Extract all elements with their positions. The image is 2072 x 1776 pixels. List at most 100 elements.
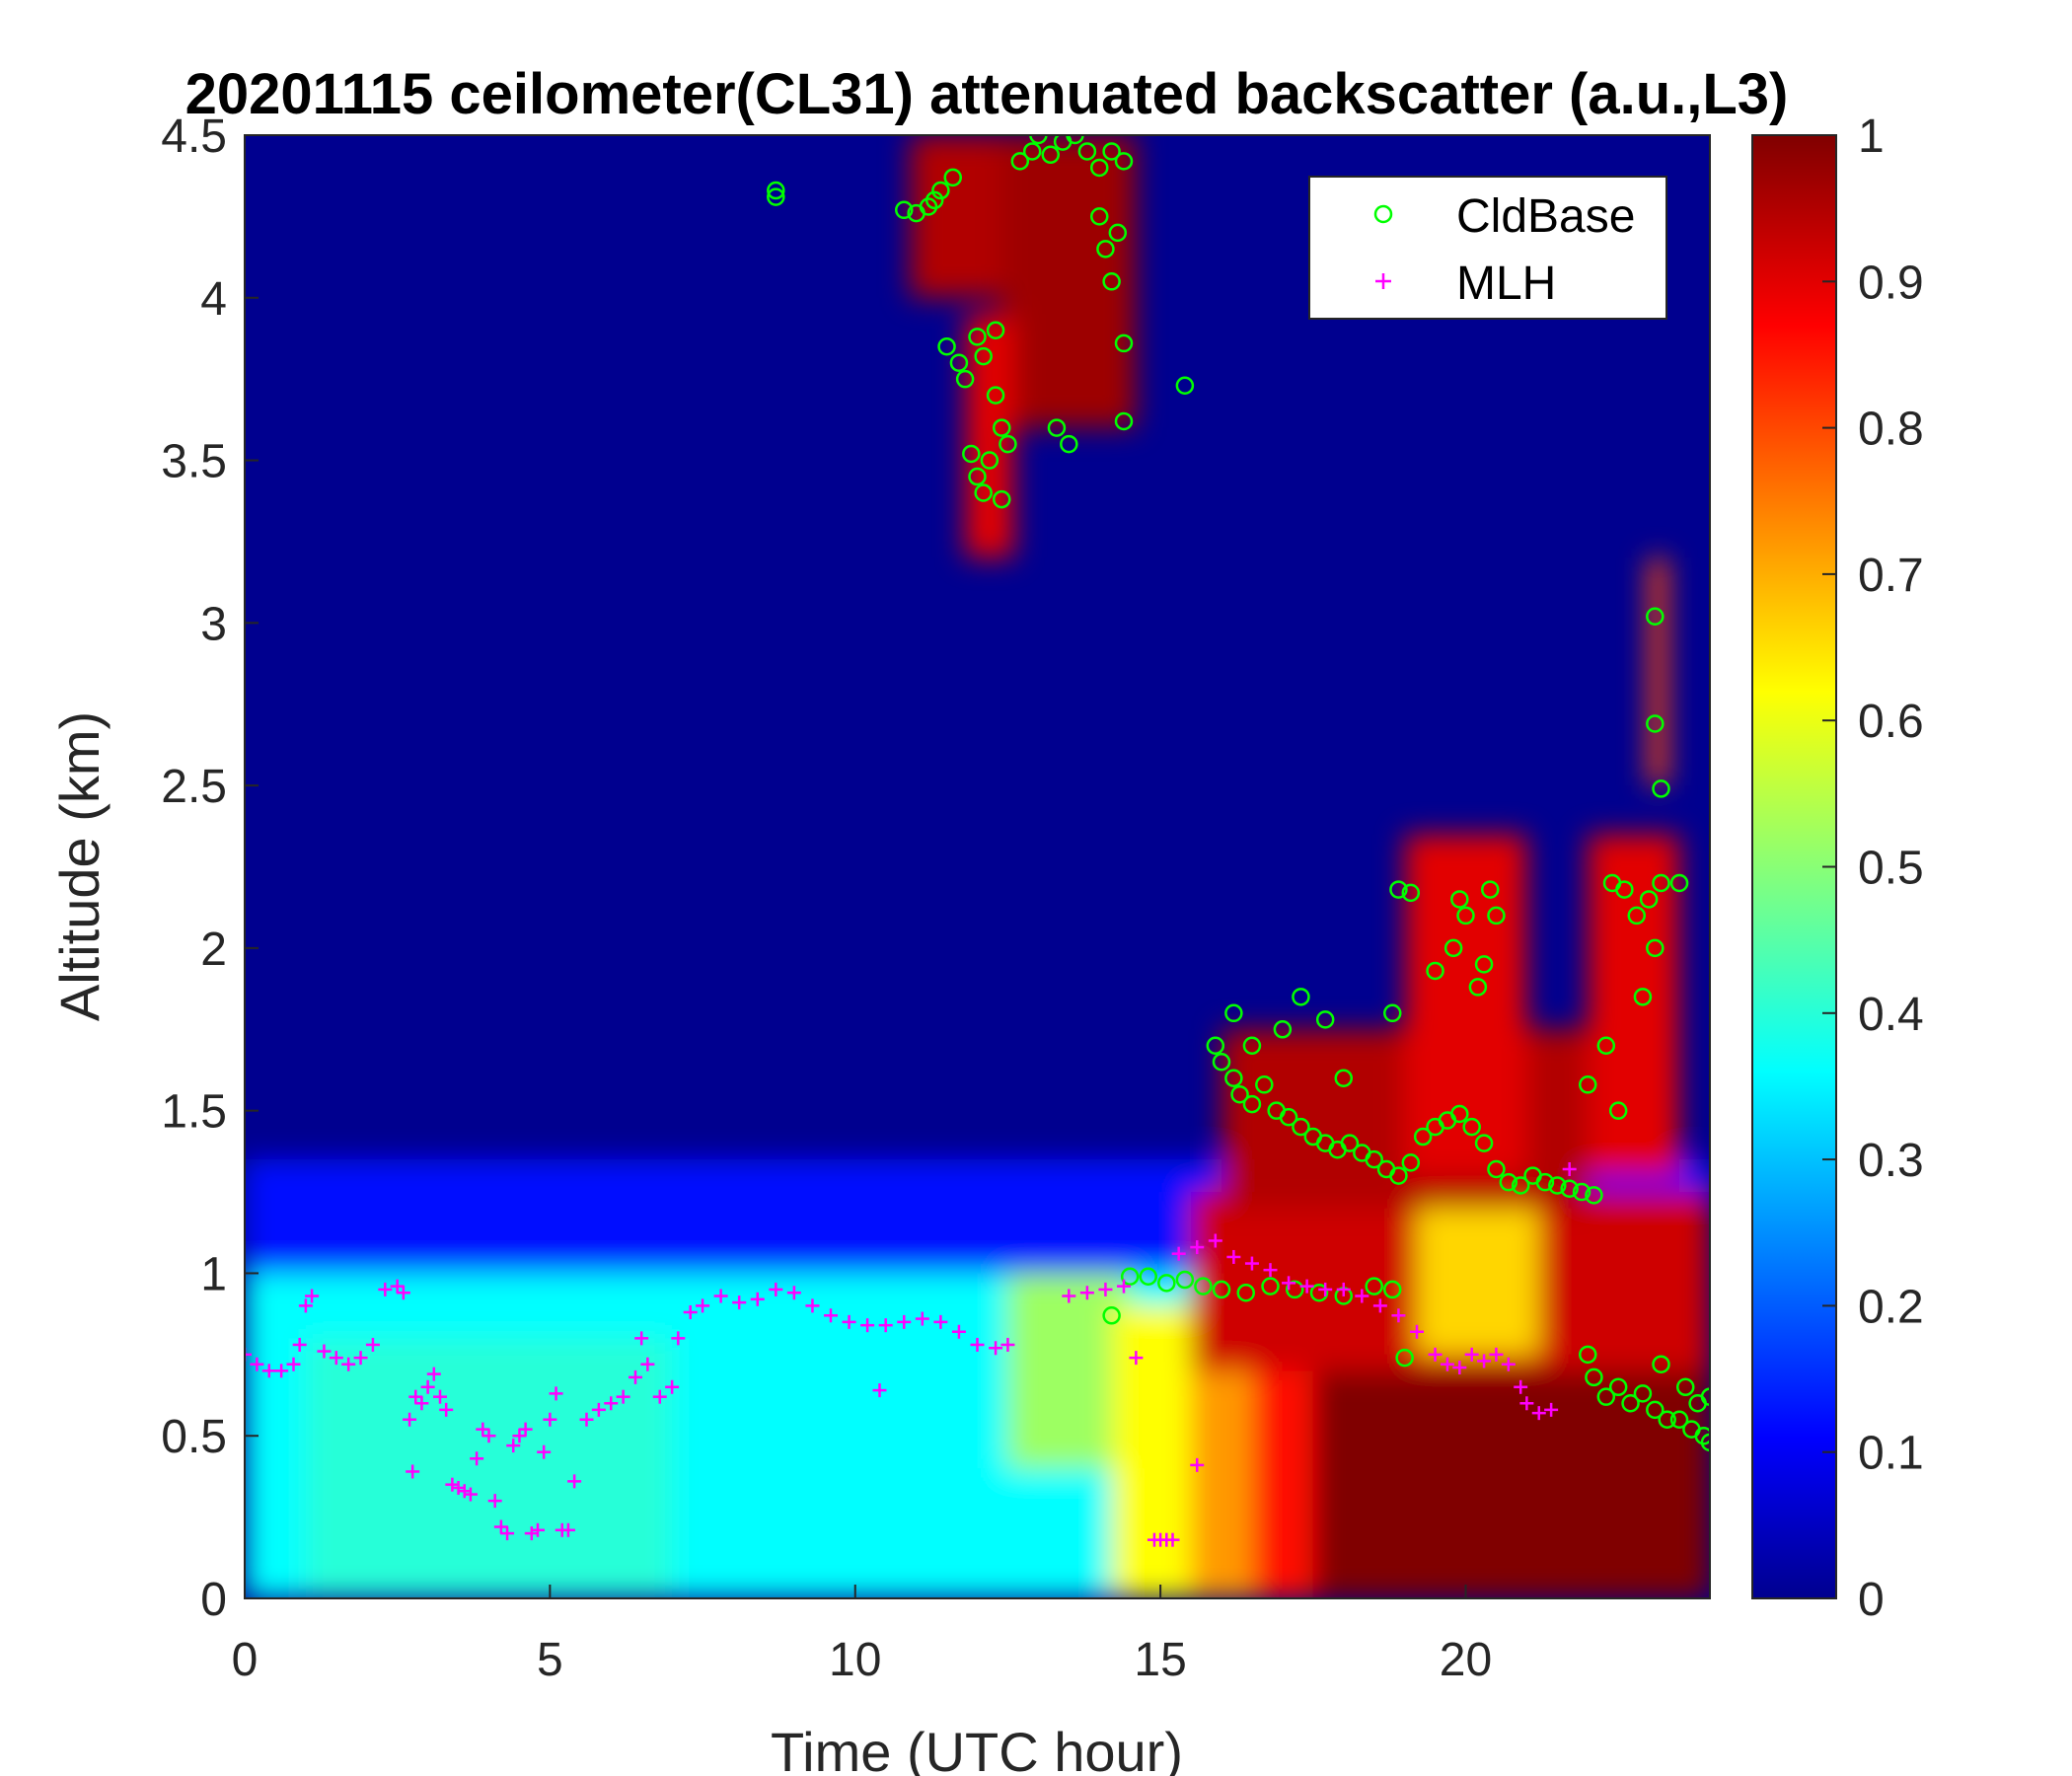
cldbase-point <box>980 451 999 470</box>
cldbase-point <box>1242 1036 1262 1056</box>
y-tick-label: 1.5 <box>161 1086 227 1139</box>
cldbase-point <box>1658 1410 1676 1429</box>
colorbar-tick-label: 0.3 <box>1858 1135 1924 1187</box>
mlh-point <box>1129 1351 1144 1366</box>
colorbar-tick-label: 0.5 <box>1858 843 1924 895</box>
cldbase-point <box>968 467 987 486</box>
mlh-point <box>604 1396 619 1411</box>
cldbase-point <box>1292 988 1310 1006</box>
mlh-point <box>629 1369 642 1384</box>
cldbase-point <box>1273 1020 1293 1039</box>
mlh-point <box>487 1494 502 1509</box>
cldbase-point <box>1443 938 1463 958</box>
cldbase-point <box>1511 1176 1530 1195</box>
cldbase-point <box>949 353 969 372</box>
cldbase-point <box>1261 1277 1280 1295</box>
mlh-point <box>824 1308 838 1323</box>
cldbase-point <box>1608 1101 1628 1120</box>
mlh-point <box>1489 1347 1504 1362</box>
mlh-point <box>560 1522 575 1537</box>
mlh-point <box>524 1526 539 1541</box>
mlh-point <box>305 1289 320 1303</box>
cldbase-point <box>1694 1426 1710 1445</box>
heatmap-region <box>1404 834 1527 1176</box>
mlh-point <box>506 1439 521 1453</box>
colorbar-tick-label: 0.7 <box>1858 550 1924 602</box>
cldbase-point <box>1639 890 1659 909</box>
mlh-point <box>1531 1406 1546 1421</box>
cldbase-point <box>943 168 962 187</box>
mlh-point <box>463 1487 478 1502</box>
legend-cldbase-label: CldBase <box>1456 190 1635 243</box>
mlh-point <box>786 1286 801 1300</box>
cldbase-point <box>993 489 1011 509</box>
mlh-point <box>261 1364 276 1378</box>
cldbase-point <box>1047 418 1067 437</box>
mlh-point <box>1208 1233 1222 1248</box>
cldbase-point <box>1139 1267 1157 1286</box>
cldbase-point <box>1487 1159 1506 1179</box>
mlh-point <box>567 1474 582 1489</box>
cldbase-point <box>1633 1384 1653 1403</box>
mlh-point <box>1336 1282 1351 1296</box>
cldbase-point <box>1365 1149 1383 1169</box>
mlh-point <box>665 1379 680 1394</box>
cldbase-point <box>1633 988 1653 1006</box>
cldbase-point <box>1022 142 1042 161</box>
cldbase-point <box>1596 1387 1616 1406</box>
cldbase-point <box>1194 1277 1213 1295</box>
mlh-point <box>493 1519 508 1534</box>
mlh-point <box>1391 1308 1406 1323</box>
mlh-point <box>341 1357 356 1371</box>
mlh-point <box>1263 1263 1278 1278</box>
colorbar-tick-label: 0.6 <box>1858 696 1924 748</box>
cldbase-point <box>1652 873 1670 893</box>
mlh-point <box>512 1429 527 1443</box>
mlh-point <box>274 1364 289 1378</box>
mlh-point <box>616 1389 630 1404</box>
legend: CldBase MLH <box>1308 176 1667 320</box>
mlh-point <box>365 1337 380 1352</box>
mlh-point <box>1452 1361 1467 1375</box>
mlh-point <box>1190 1240 1205 1255</box>
cldbase-point <box>974 483 993 502</box>
cldbase-point <box>1481 880 1500 899</box>
markers-layer <box>245 135 1710 1547</box>
cldbase-point <box>1114 152 1134 171</box>
heatmap-region <box>305 1338 673 1598</box>
cldbase-point <box>1450 1104 1469 1124</box>
cldbase-point <box>1456 906 1475 925</box>
heatmap-region <box>1588 834 1680 1176</box>
cldbase-point <box>1175 376 1195 396</box>
y-axis-ticks: 0 0.5 1 1.5 2 2.5 3 3.5 4 4.5 <box>161 111 259 1626</box>
colorbar-tick-label: 0.8 <box>1858 404 1924 456</box>
mlh-point <box>250 1357 264 1371</box>
cldbase-point <box>955 369 975 389</box>
mlh-point <box>451 1480 466 1495</box>
heatmap-region <box>1649 557 1667 786</box>
cldbase-point <box>1224 1003 1243 1023</box>
mlh-point <box>696 1298 710 1313</box>
mlh-point <box>769 1282 783 1296</box>
y-tick-label: 0.5 <box>161 1411 227 1463</box>
mlh-point <box>518 1422 533 1437</box>
cldbase-point <box>1114 333 1134 353</box>
mlh-point <box>1318 1282 1333 1296</box>
mlh-point <box>1171 1246 1186 1261</box>
y-tick-label: 2 <box>200 924 227 976</box>
mlh-point <box>439 1402 454 1417</box>
chart-title: 20201115 ceilometer(CL31) attenuated bac… <box>185 62 1789 126</box>
cldbase-point <box>925 190 944 210</box>
mlh-point <box>329 1351 343 1366</box>
mlh-point <box>1440 1357 1454 1371</box>
cldbase-point <box>1383 1280 1402 1299</box>
mlh-point <box>390 1279 405 1294</box>
mlh-point <box>750 1292 765 1306</box>
mlh-point <box>353 1351 368 1366</box>
mlh-point <box>470 1451 484 1466</box>
x-tick-label: 20 <box>1440 1634 1492 1686</box>
mlh-point <box>445 1477 460 1492</box>
cldbase-point <box>1560 1179 1579 1199</box>
cldbase-point <box>1340 1134 1360 1152</box>
